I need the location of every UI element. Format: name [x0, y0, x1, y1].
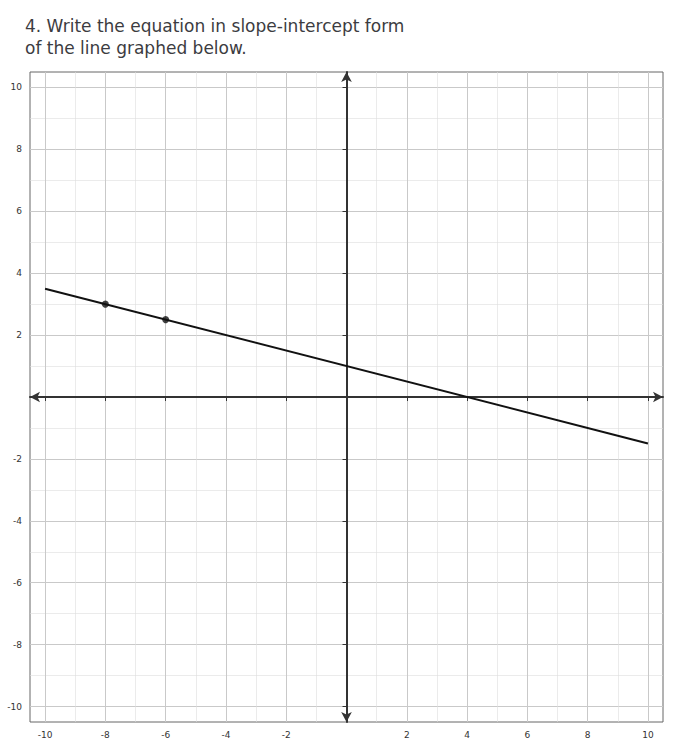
svg-text:-8: -8 — [13, 640, 22, 650]
svg-text:2: 2 — [16, 330, 22, 340]
svg-text:-4: -4 — [13, 516, 22, 526]
svg-text:6: 6 — [16, 206, 22, 216]
svg-text:4: 4 — [16, 268, 22, 278]
svg-text:-2: -2 — [13, 454, 22, 464]
svg-text:8: 8 — [16, 144, 22, 154]
svg-text:-6: -6 — [13, 578, 22, 588]
svg-text:-10: -10 — [38, 730, 53, 740]
svg-text:8: 8 — [585, 730, 591, 740]
svg-text:-10: -10 — [7, 702, 22, 712]
svg-text:-2: -2 — [282, 730, 291, 740]
svg-text:4. Write the equation in slope: 4. Write the equation in slope-intercept… — [25, 16, 404, 36]
svg-text:10: 10 — [11, 82, 23, 92]
svg-text:of the line graphed below.: of the line graphed below. — [25, 38, 247, 58]
svg-text:-8: -8 — [101, 730, 110, 740]
svg-text:-6: -6 — [161, 730, 170, 740]
svg-text:10: 10 — [642, 730, 654, 740]
svg-text:4: 4 — [464, 730, 470, 740]
svg-text:2: 2 — [404, 730, 410, 740]
svg-text:6: 6 — [524, 730, 530, 740]
svg-text:-4: -4 — [221, 730, 230, 740]
